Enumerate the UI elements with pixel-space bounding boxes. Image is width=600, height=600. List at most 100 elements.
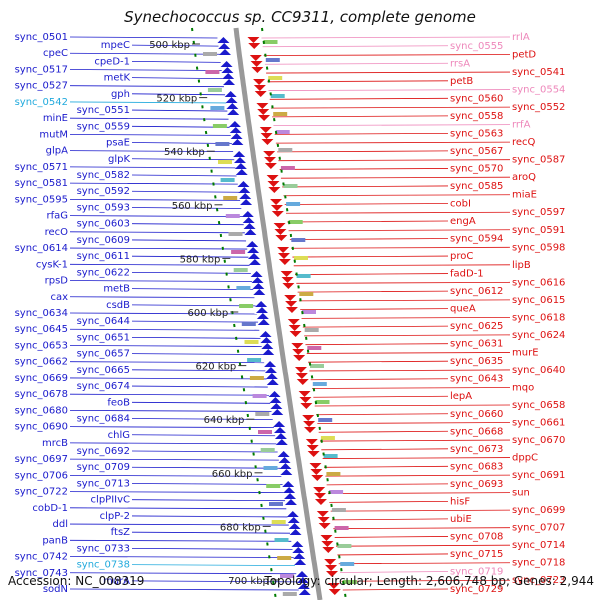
left-gene-label: rpsD [45, 276, 69, 287]
plus-strand-gene [306, 445, 319, 451]
label-connector [131, 434, 276, 437]
label-connector [327, 492, 511, 495]
cog-block [323, 454, 338, 458]
plus-strand-gene [287, 319, 300, 325]
label-connector [69, 101, 227, 104]
label-connector [69, 442, 277, 445]
minus-strand-gene [223, 79, 236, 85]
right-gene-label: murE [512, 347, 539, 358]
right-gene-label: sync_0554 [512, 85, 565, 96]
label-connector [131, 483, 283, 485]
outer-guide-arc [261, 27, 347, 600]
minus-strand-gene [244, 229, 257, 235]
label-connector [131, 385, 268, 388]
cog-block [268, 76, 283, 80]
minus-strand-gene [227, 109, 240, 115]
label-connector [292, 255, 449, 258]
right-gene-label: sync_0718 [512, 558, 565, 569]
minus-strand-gene [280, 469, 293, 475]
cog-block [312, 382, 327, 386]
minus-strand-gene [238, 187, 251, 193]
plus-strand-gene [304, 427, 317, 433]
label-connector [266, 71, 511, 74]
label-connector [270, 106, 511, 109]
label-connector [338, 562, 511, 565]
kbp-tick-label: 500 kbp [149, 40, 190, 51]
minus-strand-gene [252, 283, 265, 289]
right-gene-label: sync_0691 [512, 470, 565, 481]
right-gene-label: sun [512, 488, 530, 499]
cog-block [286, 202, 301, 206]
plus-strand-gene [298, 391, 311, 397]
cog-block [247, 358, 262, 362]
minus-strand-gene [286, 511, 299, 517]
cog-block [244, 340, 259, 344]
label-connector [326, 483, 449, 486]
minus-strand-gene [248, 259, 261, 265]
label-connector [69, 280, 253, 282]
label-connector [330, 509, 511, 512]
left-gene-label: sync_0680 [15, 405, 68, 416]
cog-block [212, 124, 227, 128]
plus-strand-gene [249, 55, 262, 61]
cog-block [205, 70, 220, 74]
minus-strand-gene [264, 361, 277, 367]
left-gene-label: ftsZ [111, 527, 130, 538]
minus-strand-gene [274, 427, 287, 433]
label-connector [131, 369, 266, 372]
right-gene-label: sync_0715 [450, 549, 503, 560]
cog-block [331, 508, 346, 512]
cog-block [236, 286, 251, 290]
right-gene-label: sync_0594 [450, 234, 503, 245]
plus-strand-gene [281, 277, 294, 283]
minus-strand-gene [255, 301, 268, 307]
minus-strand-gene [288, 523, 301, 529]
label-connector [288, 229, 511, 232]
kbp-tick-label: 620 kbp [196, 362, 237, 373]
left-gene-label: sync_0662 [15, 357, 68, 368]
cog-block [258, 430, 272, 434]
label-connector [131, 304, 256, 307]
cog-block [304, 328, 319, 332]
plus-strand-gene [317, 517, 330, 523]
plus-strand-gene [314, 493, 327, 499]
left-gene-label: sync_0742 [15, 552, 68, 563]
left-gene-label: ddl [53, 519, 68, 530]
right-gene-label: recQ [512, 137, 536, 148]
left-gene-label: metB [103, 284, 130, 295]
left-gene-label: sync_0559 [77, 121, 130, 132]
left-gene-label: sodN [43, 584, 68, 595]
label-connector [131, 466, 281, 469]
plus-strand-gene [285, 301, 298, 307]
label-connector [310, 378, 449, 381]
plus-strand-gene [325, 565, 338, 571]
label-connector [278, 159, 511, 162]
right-gene-label: rrfA [512, 120, 531, 131]
left-gene-label: sync_0611 [77, 251, 130, 262]
cog-block [310, 364, 324, 368]
minus-strand-gene [273, 421, 286, 427]
label-connector [69, 377, 267, 380]
plus-strand-gene [294, 367, 307, 373]
left-gene-label: sync_0644 [77, 316, 130, 327]
label-connector [283, 194, 511, 197]
plus-strand-gene [285, 307, 298, 313]
left-gene-label: feoB [107, 397, 130, 408]
label-connector [305, 343, 449, 346]
label-connector [312, 387, 511, 389]
cog-block [203, 52, 217, 56]
minus-strand-gene [262, 349, 275, 355]
plus-strand-gene [266, 175, 279, 181]
label-connector [69, 523, 289, 526]
minus-strand-gene [217, 37, 230, 43]
map-title: Synechococcus sp. CC9311, complete genom… [124, 8, 476, 26]
left-gene-label: sync_0609 [77, 235, 130, 246]
plus-strand-gene [259, 127, 272, 133]
plus-strand-gene [305, 439, 318, 445]
left-gene-label: metK [104, 73, 131, 84]
left-gene-label: sync_0690 [15, 422, 68, 433]
label-connector [131, 174, 237, 177]
label-connector [69, 410, 272, 412]
right-gene-label: cobI [450, 198, 471, 209]
plus-strand-gene [273, 223, 286, 229]
